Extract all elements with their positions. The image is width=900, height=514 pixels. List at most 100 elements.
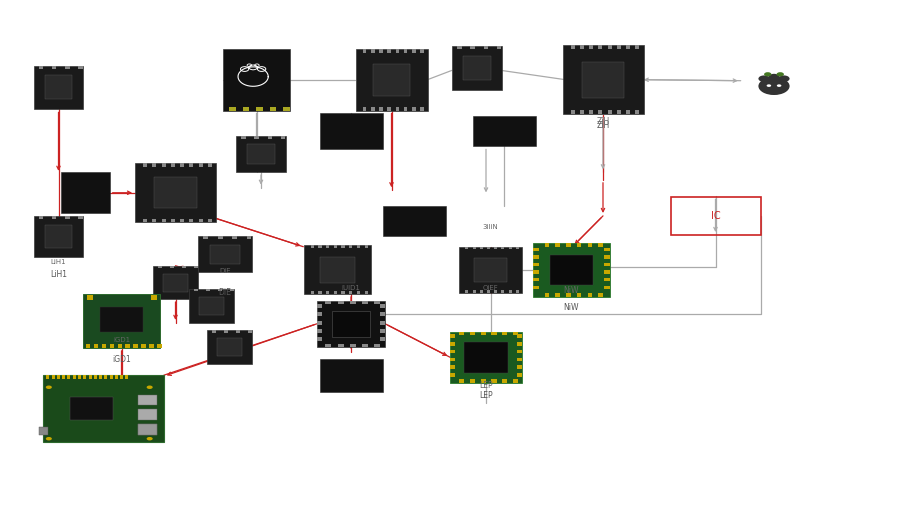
- Bar: [616, 110, 621, 115]
- Bar: [43, 375, 164, 442]
- Bar: [590, 110, 593, 115]
- Bar: [332, 311, 370, 337]
- Bar: [34, 66, 83, 109]
- Circle shape: [764, 72, 771, 77]
- Bar: [450, 334, 455, 338]
- Bar: [364, 246, 368, 248]
- Bar: [341, 291, 345, 294]
- Bar: [255, 136, 259, 139]
- Bar: [349, 246, 353, 248]
- Bar: [223, 331, 228, 333]
- Text: NiW: NiW: [563, 286, 580, 296]
- Bar: [605, 248, 610, 251]
- Bar: [163, 273, 188, 292]
- Bar: [588, 243, 592, 247]
- Bar: [487, 290, 490, 293]
- Bar: [143, 163, 148, 167]
- Bar: [189, 163, 194, 167]
- Bar: [236, 331, 239, 333]
- Bar: [380, 329, 385, 333]
- Bar: [464, 56, 490, 80]
- Bar: [189, 219, 194, 222]
- Bar: [138, 409, 157, 420]
- Bar: [588, 293, 592, 297]
- Bar: [362, 344, 368, 347]
- Bar: [380, 304, 385, 308]
- Bar: [555, 243, 560, 247]
- Bar: [502, 332, 508, 335]
- Bar: [533, 263, 538, 266]
- Bar: [380, 321, 385, 325]
- Bar: [516, 247, 518, 249]
- Bar: [483, 46, 488, 49]
- Bar: [562, 45, 644, 115]
- Bar: [491, 379, 497, 383]
- Text: LiH1: LiH1: [50, 270, 67, 279]
- Bar: [218, 236, 222, 239]
- Bar: [501, 247, 504, 249]
- Bar: [39, 216, 43, 219]
- Bar: [326, 246, 329, 248]
- Bar: [208, 219, 212, 222]
- Bar: [101, 307, 142, 332]
- Bar: [45, 225, 72, 248]
- Bar: [182, 266, 185, 268]
- Bar: [420, 107, 424, 111]
- Bar: [598, 110, 602, 115]
- Circle shape: [777, 72, 784, 77]
- Bar: [363, 107, 366, 111]
- Bar: [471, 46, 475, 49]
- Bar: [450, 358, 455, 361]
- Text: ZiH: ZiH: [597, 117, 609, 126]
- Bar: [598, 293, 603, 297]
- Bar: [158, 266, 162, 268]
- Bar: [605, 263, 610, 266]
- Bar: [318, 301, 385, 347]
- Bar: [194, 289, 198, 291]
- Text: NiW: NiW: [563, 303, 580, 313]
- Bar: [371, 49, 374, 52]
- Bar: [555, 293, 560, 297]
- Bar: [450, 350, 455, 353]
- Bar: [533, 270, 538, 273]
- Bar: [590, 45, 593, 49]
- Bar: [533, 255, 538, 259]
- Bar: [267, 136, 272, 139]
- Bar: [450, 332, 522, 383]
- Bar: [62, 375, 65, 379]
- Bar: [199, 163, 202, 167]
- Bar: [544, 293, 549, 297]
- Bar: [180, 163, 184, 167]
- Bar: [310, 291, 314, 294]
- Bar: [459, 379, 464, 383]
- Bar: [494, 247, 497, 249]
- Text: LEP: LEP: [479, 391, 493, 400]
- Bar: [162, 219, 166, 222]
- Bar: [470, 332, 474, 335]
- Bar: [362, 301, 368, 304]
- Bar: [189, 289, 234, 323]
- Bar: [453, 46, 502, 89]
- Bar: [88, 375, 92, 379]
- Bar: [533, 285, 538, 289]
- Bar: [78, 66, 83, 68]
- Bar: [513, 379, 518, 383]
- Bar: [374, 301, 380, 304]
- Bar: [387, 107, 391, 111]
- Bar: [373, 64, 410, 96]
- Bar: [284, 107, 290, 111]
- Bar: [605, 278, 610, 281]
- Bar: [236, 136, 285, 172]
- Bar: [334, 291, 337, 294]
- Bar: [480, 247, 482, 249]
- Bar: [162, 163, 166, 167]
- Bar: [83, 294, 160, 348]
- Bar: [318, 329, 322, 333]
- Bar: [608, 45, 612, 49]
- Bar: [230, 289, 234, 291]
- Bar: [319, 246, 321, 248]
- Bar: [138, 424, 157, 435]
- Bar: [380, 312, 385, 317]
- Bar: [450, 373, 455, 377]
- Bar: [118, 344, 122, 348]
